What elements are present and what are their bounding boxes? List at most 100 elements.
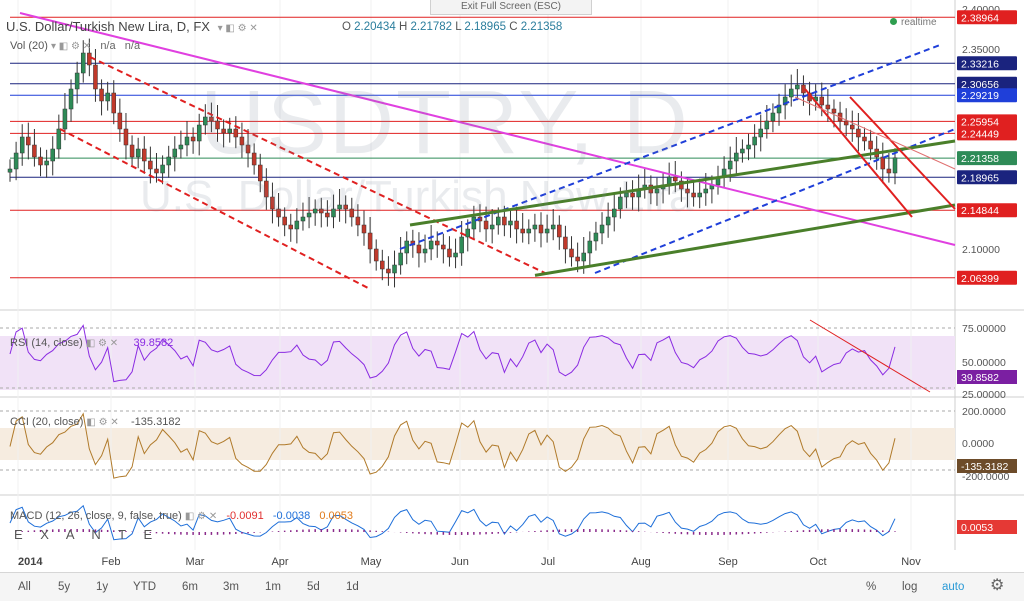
candle-body: [727, 160, 733, 170]
auto-toggle[interactable]: auto: [942, 581, 965, 593]
range-all-button[interactable]: All: [18, 581, 31, 593]
candle-body: [892, 157, 898, 174]
high-label: H: [398, 21, 408, 33]
cci-settings-icon[interactable]: ◧ ⚙ ✕: [86, 417, 119, 428]
candle-body: [142, 148, 147, 162]
cci-label: CCI (20, close): [10, 416, 84, 428]
range-1m-button[interactable]: 1m: [265, 581, 281, 593]
candle-body: [209, 116, 214, 122]
candle-body: [343, 204, 348, 210]
range-3m-button[interactable]: 3m: [223, 581, 239, 593]
range-1d-button[interactable]: 1d: [346, 581, 359, 593]
log-toggle[interactable]: log: [902, 581, 918, 593]
x-tick-label: Aug: [631, 556, 651, 568]
candle-body: [489, 224, 495, 230]
macd-value-3: 0.0053: [319, 510, 354, 522]
candle-body: [380, 260, 385, 270]
range-5y-button[interactable]: 5y: [58, 581, 71, 593]
candle-body: [319, 208, 324, 214]
candle-body: [697, 192, 702, 198]
candle-body: [434, 240, 440, 246]
price-label: 2.18965: [961, 172, 999, 184]
candle-body: [355, 216, 361, 226]
candle-body: [87, 52, 92, 66]
candle-body: [373, 248, 379, 262]
candle-body: [233, 128, 239, 138]
candle-body: [764, 120, 770, 130]
dropdown-icon[interactable]: ▾ ◧ ⚙ ✕: [217, 23, 258, 34]
chart-canvas[interactable]: 2014 Feb Mar Apr May Jun Jul Aug Sep Oct Nov2.4000…: [0, 0, 1024, 572]
volume-value-2: n/a: [124, 40, 141, 52]
candle-body: [239, 136, 245, 146]
price-label: 2.14844: [961, 205, 999, 217]
range-6m-button[interactable]: 6m: [182, 581, 198, 593]
candle-body: [550, 224, 556, 230]
candle-body: [825, 104, 831, 110]
candle-body: [166, 156, 171, 166]
rsi-legend: RSI (14, close) ◧ ⚙ ✕ 39.8582: [10, 337, 173, 349]
volume-value-1: n/a: [100, 40, 116, 52]
candle-body: [465, 228, 471, 238]
candle-body: [56, 128, 62, 150]
red-dashed-channel-upper: [89, 56, 546, 274]
macd-settings-icon[interactable]: ◧ ⚙ ✕: [184, 511, 218, 522]
candle-body: [32, 144, 37, 158]
price-label-bg: [957, 270, 1017, 285]
rsi-tick-label: 50.00000: [962, 357, 1006, 369]
realtime-indicator: realtime: [890, 17, 937, 28]
rsi-tick-label: 25.00000: [962, 389, 1006, 401]
candle-body: [13, 152, 19, 170]
range-1y-button[interactable]: 1y: [96, 581, 109, 593]
candle-body: [172, 148, 178, 158]
candle-body: [611, 208, 617, 218]
candle-body: [160, 164, 165, 174]
exit-fullscreen-button[interactable]: Exit Full Screen (ESC): [430, 0, 592, 15]
candle-body: [673, 176, 678, 182]
candle-body: [563, 236, 568, 250]
rsi-settings-icon[interactable]: ◧ ⚙ ✕: [85, 338, 119, 349]
macd-last-label: 0.0053: [961, 522, 993, 534]
candle-body: [569, 248, 574, 258]
candle-body: [349, 208, 355, 218]
candle-body: [538, 224, 544, 234]
candle-body: [264, 180, 269, 198]
candle-body: [630, 192, 635, 198]
candle-body: [685, 188, 690, 194]
candle-body: [288, 224, 294, 230]
candle-body: [502, 216, 507, 226]
price-label-bg: [957, 88, 1017, 103]
candle-body: [123, 128, 129, 146]
candle-body: [300, 216, 306, 222]
price-label-bg: [957, 126, 1017, 141]
macd-last-bg: [957, 520, 1017, 534]
cci-tick-label: 0.0000: [962, 438, 994, 450]
settings-gear-icon[interactable]: ⚙: [990, 577, 1005, 594]
candle-body: [428, 240, 434, 250]
range-5d-button[interactable]: 5d: [307, 581, 320, 593]
candle-body: [203, 116, 208, 126]
candle-body: [416, 244, 422, 254]
candle-body: [593, 232, 599, 242]
low-label: L: [455, 21, 462, 33]
candle-body: [544, 228, 550, 234]
candle-body: [44, 160, 49, 166]
candle-body: [26, 136, 31, 146]
symbol-watermark: USDTRY, D: [200, 73, 690, 173]
volume-settings-icon[interactable]: ▾ ◧ ⚙ ✕: [50, 41, 92, 52]
candle-body: [337, 204, 342, 210]
open-value: 2.20434: [354, 21, 396, 33]
candle-body: [599, 224, 605, 234]
candle-body: [618, 196, 623, 210]
percent-toggle[interactable]: %: [866, 581, 877, 593]
green-uptrend-lower: [534, 203, 956, 277]
range-ytd-button[interactable]: YTD: [133, 581, 156, 593]
candle-body: [770, 112, 776, 122]
x-tick-label: Oct: [809, 556, 826, 568]
x-tick-label: Mar: [186, 556, 205, 568]
macd-label: MACD (12, 26, close, 9, false, true): [10, 510, 182, 522]
chart-title: U.S. Dollar/Turkish New Lira, D, FX ▾ ◧ …: [6, 19, 258, 34]
candle-body: [856, 128, 861, 138]
high-value: 2.21782: [410, 21, 453, 33]
candle-body: [325, 212, 330, 218]
candle-body: [117, 112, 123, 130]
